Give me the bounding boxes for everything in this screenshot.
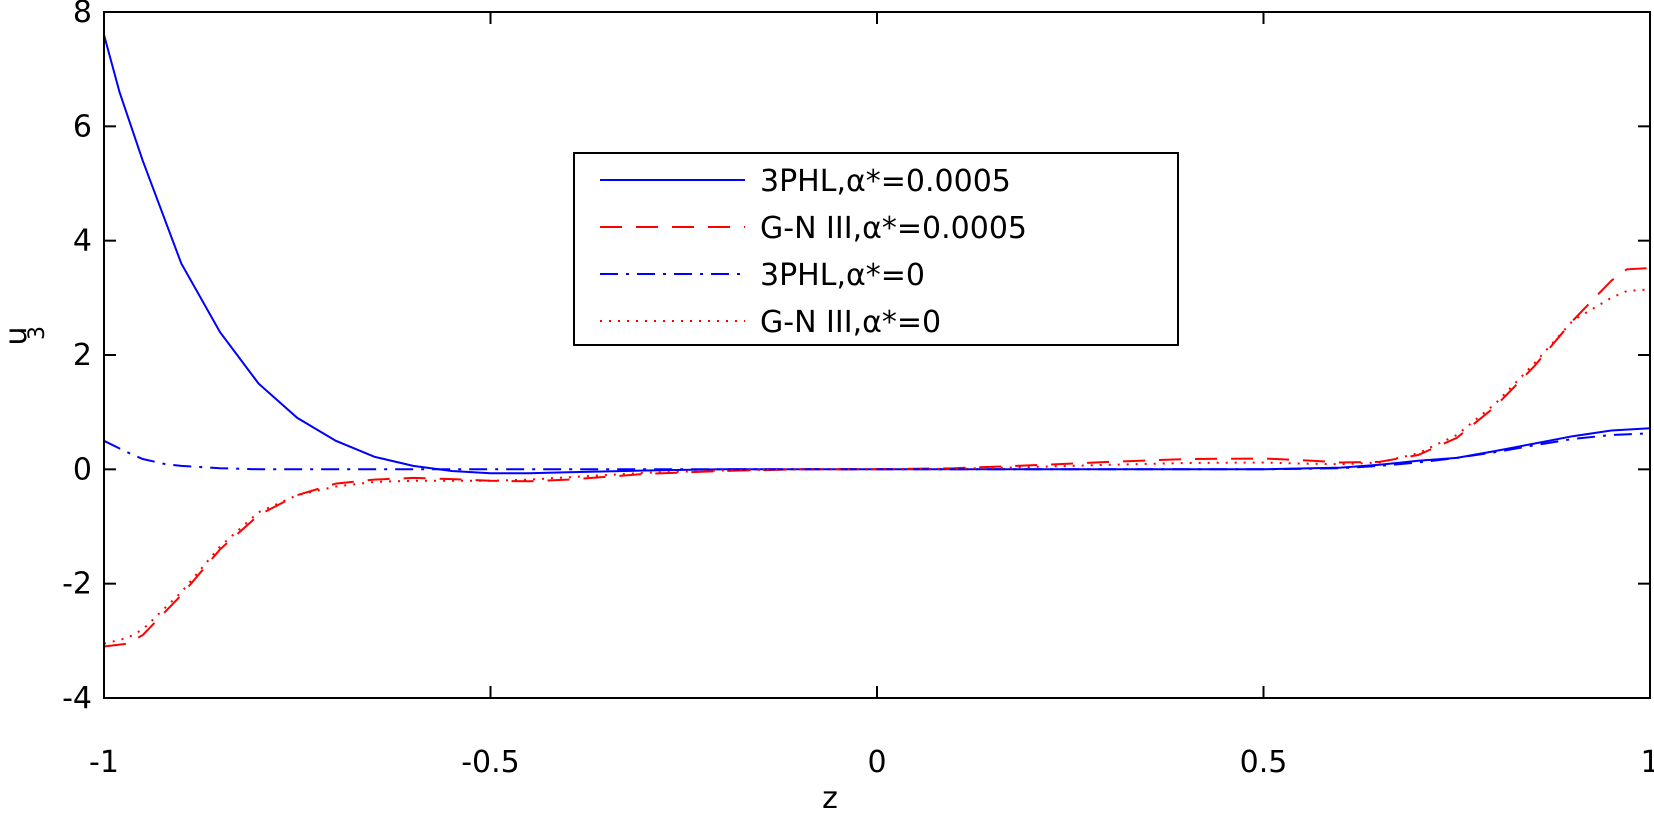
plot-background bbox=[104, 12, 1650, 698]
legend-label-3: 3PHL,α*=0 bbox=[760, 258, 925, 293]
series-layer bbox=[103, 34, 1651, 648]
y-tick-label: -4 bbox=[62, 681, 92, 716]
series-line-1 bbox=[103, 34, 1651, 475]
y-tick-label: 2 bbox=[73, 338, 92, 373]
y-axis-label-subscript: 3 bbox=[25, 326, 50, 340]
legend-box bbox=[573, 152, 1179, 346]
y-tick-label: 8 bbox=[73, 0, 92, 30]
y-tick-label: 0 bbox=[73, 452, 92, 487]
legend: 3PHL,α*=0.0005 G-N III,α*=0.0005 3PHL,α*=0… bbox=[573, 152, 1179, 346]
x-tick-label: -1 bbox=[89, 745, 119, 780]
x-tick-label: 1 bbox=[1640, 745, 1654, 780]
series-line-3 bbox=[103, 432, 1651, 471]
x-axis-label: z bbox=[822, 781, 838, 812]
y-axis-label: u 3 bbox=[0, 326, 50, 346]
y-tick-label: 4 bbox=[73, 224, 92, 259]
y-tick-label: 6 bbox=[73, 109, 92, 144]
y-axis-label-main: u bbox=[0, 326, 34, 345]
legend-label-2: G-N III,α*=0.0005 bbox=[760, 211, 1027, 246]
x-tick-label: -0.5 bbox=[461, 745, 520, 780]
series-line-4 bbox=[103, 288, 1651, 645]
x-tick-label: 0.5 bbox=[1240, 745, 1288, 780]
x-tick-label: 0 bbox=[867, 745, 886, 780]
legend-label-4: G-N III,α*=0 bbox=[760, 305, 941, 340]
y-tick-label: -2 bbox=[62, 567, 92, 602]
legend-label-1: 3PHL,α*=0.0005 bbox=[760, 164, 1011, 199]
ticks-layer: -1 -0.5 0 0.5 1 -4 -2 0 2 4 6 8 bbox=[62, 0, 1654, 780]
